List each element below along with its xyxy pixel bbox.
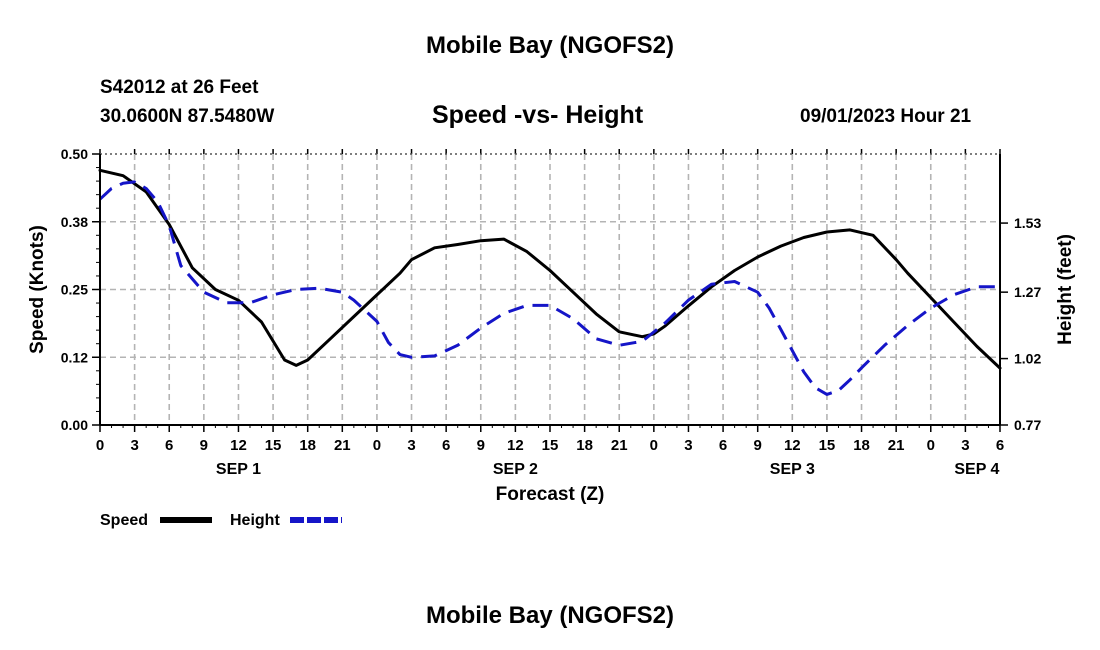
x-tick-label: 9 (200, 437, 208, 454)
coordinates-label: 30.0600N 87.5480W (100, 106, 275, 127)
x-tick-label: 18 (853, 437, 870, 454)
x-tick-label: 21 (334, 437, 351, 454)
station-label: S42012 at 26 Feet (100, 77, 259, 98)
y-tick-label: 0.25 (61, 282, 88, 298)
y-tick-label: 0.12 (61, 349, 88, 365)
y2-tick-label: 1.27 (1014, 284, 1041, 300)
speed-series-line (98, 168, 1002, 370)
y2-tick-label: 1.02 (1014, 351, 1041, 367)
y-tick-label: 0.50 (61, 146, 88, 162)
day-label: SEP 3 (770, 461, 815, 478)
legend-height-label: Height (230, 512, 280, 529)
x-tick-label: 3 (130, 437, 138, 454)
y-tick-label: 0.38 (61, 214, 88, 230)
y2-tick-label: 1.53 (1014, 215, 1041, 231)
x-tick-label: 9 (477, 437, 485, 454)
y2-axis-label: Height (feet) (1055, 234, 1076, 345)
x-tick-label: 0 (927, 437, 935, 454)
y-axis-label: Speed (Knots) (27, 225, 48, 354)
frame-layer (92, 149, 1008, 432)
x-tick-label: 3 (684, 437, 692, 454)
text-layer: 0 3 6 9 12 15 18 21 0 3 6 9 12 15 18 21 0 3 6 9 12 15 18 21 0 3 6 S… (27, 146, 1076, 529)
x-tick-label: 15 (819, 437, 836, 454)
bottom-title: Mobile Bay (NGOFS2) (425, 602, 675, 629)
x-tick-label: 3 (407, 437, 415, 454)
day-label: SEP 1 (216, 461, 261, 478)
x-tick-label: 9 (754, 437, 762, 454)
x-tick-label: 6 (719, 437, 727, 454)
top-title: Mobile Bay (NGOFS2) (425, 32, 675, 59)
x-tick-label: 0 (96, 437, 104, 454)
x-tick-label: 3 (961, 437, 969, 454)
x-tick-label: 18 (299, 437, 316, 454)
x-tick-label: 12 (784, 437, 801, 454)
x-tick-label: 21 (888, 437, 905, 454)
series-layer (98, 168, 1002, 396)
y2-tick-label: 0.77 (1014, 417, 1041, 433)
x-axis-label: Forecast (Z) (496, 484, 605, 505)
day-label: SEP 4 (954, 461, 999, 478)
x-tick-label: 6 (165, 437, 173, 454)
x-tick-label: 0 (650, 437, 658, 454)
x-tick-label: 6 (442, 437, 450, 454)
forecast-datetime: 09/01/2023 Hour 21 (800, 106, 972, 127)
x-tick-label: 12 (230, 437, 247, 454)
x-tick-label: 21 (611, 437, 628, 454)
x-tick-label: 6 (996, 437, 1004, 454)
grid-layer (100, 154, 1000, 425)
x-tick-label: 18 (576, 437, 593, 454)
chart-subtitle: Speed -vs- Height (432, 101, 644, 129)
x-tick-label: 15 (265, 437, 282, 454)
y-tick-label: 0.00 (61, 417, 88, 433)
x-tick-label: 15 (542, 437, 559, 454)
legend-speed-label: Speed (100, 512, 148, 529)
x-tick-label: 12 (507, 437, 524, 454)
x-tick-label: 0 (373, 437, 381, 454)
height-series-line (98, 180, 1000, 396)
day-label: SEP 2 (493, 461, 538, 478)
